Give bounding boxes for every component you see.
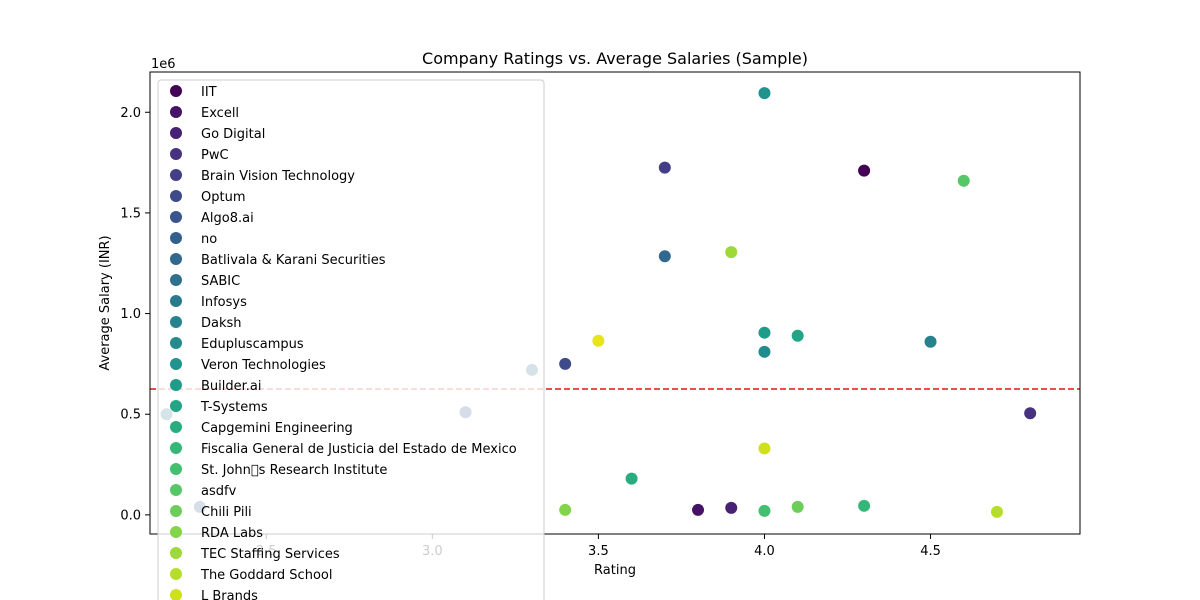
plot-frame [149,71,1081,535]
legend-marker [170,568,182,580]
legend-label: Fiscalia General de Justicia del Estado … [201,442,517,457]
legend-marker [170,484,182,496]
y-axis-ticks: 0.0 0.5 1.0 1.5 2.0 [120,106,150,523]
legend-marker [170,589,182,600]
legend-label: Brain Vision Technology [201,169,355,184]
legend-label: Builder.ai [201,379,262,394]
legend-marker [170,232,182,244]
legend-marker [170,253,182,265]
legend-label: Go Digital [201,127,265,142]
data-point [658,250,671,263]
x-tick-label: 3.5 [588,544,609,559]
legend-marker [170,421,182,433]
legend-marker [170,127,182,139]
y-offset-label: 1e6 [151,57,176,72]
data-point [692,503,705,516]
legend: IIT Excell Go Digital PwC Brain Vision Techn… [157,79,545,600]
data-point [858,499,871,512]
data-point [559,503,572,516]
legend-marker [170,442,182,454]
legend-marker [170,337,182,349]
legend-label: Edupluscampus [201,337,304,352]
legend-marker [170,148,182,160]
legend-label: Optum [201,190,245,205]
legend-label: RDA Labs [201,526,263,541]
data-point [758,504,771,517]
data-point [758,442,771,455]
data-point [758,326,771,339]
x-tick-label: 4.5 [920,544,941,559]
x-axis-label: Rating [594,563,636,578]
data-point [658,161,671,174]
data-point [758,87,771,100]
data-point [924,335,937,348]
legend-marker [170,547,182,559]
legend-label: Algo8.ai [201,211,254,226]
legend-marker [170,400,182,412]
legend-marker [170,169,182,181]
data-point [725,246,738,259]
data-point [791,500,804,513]
legend-label: asdfv [201,484,237,499]
data-point [957,174,970,187]
legend-label: TEC Staffing Services [200,547,340,562]
legend-marker [170,526,182,538]
y-axis-label: Average Salary (INR) [98,235,113,370]
legend-label: Veron Technologies [201,358,326,373]
legend-label: The Goddard School [200,568,332,583]
data-point [725,501,738,514]
legend-label: SABIC [201,274,240,289]
legend-marker [170,274,182,286]
legend-label: IIT [201,85,217,100]
data-point [592,334,605,347]
legend-label: PwC [201,148,229,163]
legend-marker [170,211,182,223]
legend-label: Infosys [201,295,247,310]
chart-title: Company Ratings vs. Average Salaries (Sa… [422,49,808,68]
y-tick-label: 1.0 [120,307,141,322]
legend-label: Chili Pili [201,505,252,520]
legend-marker [170,295,182,307]
y-tick-label: 0.5 [120,408,141,423]
data-point [758,345,771,358]
legend-label: Excell [201,106,239,121]
legend-marker [170,505,182,517]
data-point [858,164,871,177]
legend-label: Capgemini Engineering [201,421,353,436]
legend-marker [170,190,182,202]
data-point [625,472,638,485]
y-tick-label: 0.0 [120,508,141,523]
y-tick-label: 1.5 [120,206,141,221]
legend-label: no [201,232,217,247]
data-point [791,329,804,342]
legend-marker [170,106,182,118]
data-point [990,505,1003,518]
legend-label: T-Systems [200,400,268,415]
legend-label: St. John s Research Institute [201,463,387,478]
legend-marker [170,85,182,97]
legend-marker [170,379,182,391]
legend-box [157,79,545,600]
legend-marker [170,463,182,475]
legend-label: L Brands [201,589,258,600]
legend-label: Batlivala & Karani Securities [201,253,386,268]
legend-marker [170,316,182,328]
legend-label: Daksh [201,316,242,331]
data-point [1024,407,1037,420]
x-tick-label: 4.0 [754,544,775,559]
y-tick-label: 2.0 [120,106,141,121]
legend-marker [170,358,182,370]
data-point [559,357,572,370]
